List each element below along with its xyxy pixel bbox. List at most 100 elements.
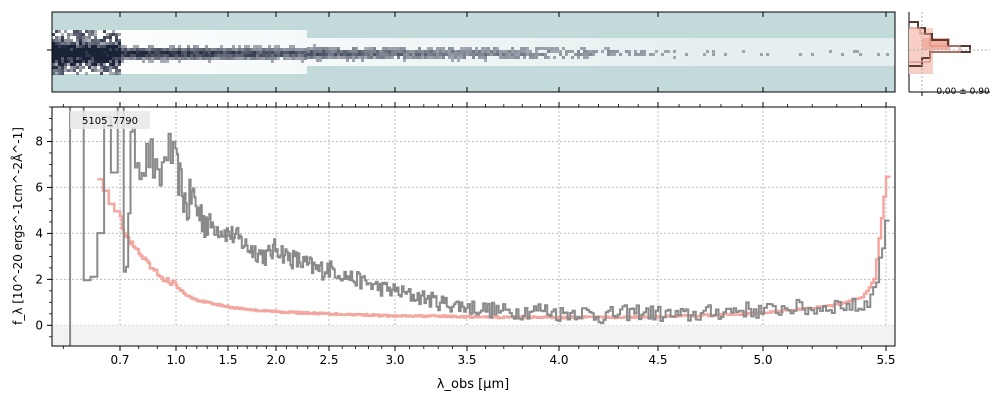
trace-pixel bbox=[208, 51, 211, 54]
trace-bg-cell bbox=[889, 38, 892, 66]
trace-pixel bbox=[118, 63, 121, 66]
trace-bg-cell bbox=[736, 38, 739, 66]
trace-bg-cell bbox=[880, 38, 883, 66]
trace-bg-cell bbox=[811, 38, 814, 66]
y-axis: 0 2 4 6 8 bbox=[35, 106, 52, 338]
trace-pixel bbox=[472, 56, 475, 59]
trace-pixel bbox=[724, 53, 727, 56]
trace-pixel bbox=[403, 53, 406, 56]
trace-pixel bbox=[190, 54, 193, 57]
trace-pixel bbox=[130, 48, 133, 51]
trace-pixel bbox=[274, 57, 277, 60]
trace-pixel bbox=[310, 53, 313, 56]
trace-pixel bbox=[115, 42, 118, 45]
trace-pixel bbox=[58, 45, 61, 48]
trace-pixel bbox=[643, 50, 646, 53]
trace-pixel bbox=[76, 36, 79, 39]
trace-pixel bbox=[58, 63, 61, 66]
trace-pixel bbox=[106, 66, 109, 69]
trace-pixel bbox=[163, 57, 166, 60]
trace-bg-cell bbox=[607, 38, 610, 66]
trace-pixel bbox=[100, 69, 103, 72]
trace-bg-cell bbox=[442, 38, 445, 66]
trace-pixel bbox=[109, 57, 112, 60]
trace-pixel bbox=[400, 53, 403, 56]
trace-pixel bbox=[430, 56, 433, 59]
trace-pixel bbox=[205, 48, 208, 51]
x-tick-label: 4.0 bbox=[549, 353, 568, 367]
trace-pixel bbox=[493, 50, 496, 53]
trace-pixel bbox=[253, 57, 256, 60]
trace-pixel bbox=[79, 30, 82, 33]
trace-pixel bbox=[553, 56, 556, 59]
trace-bg-cell bbox=[751, 38, 754, 66]
trace-pixel bbox=[178, 48, 181, 51]
trace-pixel bbox=[544, 53, 547, 56]
trace-bg-cell bbox=[643, 38, 646, 66]
trace-bg-cell bbox=[853, 38, 856, 66]
trace-pixel bbox=[373, 50, 376, 53]
trace-pixel bbox=[103, 48, 106, 51]
trace-pixel bbox=[496, 47, 499, 50]
trace-pixel bbox=[538, 53, 541, 56]
trace-bg-cell bbox=[778, 38, 781, 66]
trace-bg-cell bbox=[622, 38, 625, 66]
trace-pixel bbox=[103, 42, 106, 45]
trace-pixel bbox=[124, 51, 127, 54]
trace-pixel bbox=[316, 53, 319, 56]
trace-pixel bbox=[337, 53, 340, 56]
trace-pixel bbox=[142, 51, 145, 54]
trace-pixel bbox=[274, 45, 277, 48]
trace-pixel bbox=[67, 39, 70, 42]
trace-pixel bbox=[442, 47, 445, 50]
trace-pixel bbox=[94, 51, 97, 54]
trace-pixel bbox=[589, 50, 592, 53]
trace-bg-cell bbox=[682, 38, 685, 66]
trace-pixel bbox=[286, 57, 289, 60]
trace-bg-cell bbox=[511, 38, 514, 66]
trace-pixel bbox=[91, 69, 94, 72]
trace-pixel bbox=[640, 53, 643, 56]
trace-bg-cell bbox=[667, 38, 670, 66]
trace-pixel bbox=[457, 53, 460, 56]
trace-pixel bbox=[196, 57, 199, 60]
trace-pixel bbox=[178, 54, 181, 57]
trace-bg-cell bbox=[865, 38, 868, 66]
trace-bg-cell bbox=[610, 38, 613, 66]
x-tick-label: 1.5 bbox=[218, 353, 237, 367]
trace-pixel bbox=[376, 53, 379, 56]
trace-pixel bbox=[514, 56, 517, 59]
trace-pixel bbox=[94, 57, 97, 60]
trace-pixel bbox=[118, 60, 121, 63]
trace-pixel bbox=[367, 47, 370, 50]
trace-pixel bbox=[91, 57, 94, 60]
trace-pixel bbox=[409, 53, 412, 56]
trace-pixel bbox=[91, 39, 94, 42]
trace-pixel bbox=[571, 56, 574, 59]
trace-pixel bbox=[64, 42, 67, 45]
trace-pixel bbox=[73, 60, 76, 63]
trace-pixel bbox=[421, 50, 424, 53]
trace-pixel bbox=[298, 57, 301, 60]
trace-pixel bbox=[304, 57, 307, 60]
trace-pixel bbox=[115, 63, 118, 66]
trace-pixel bbox=[109, 36, 112, 39]
trace-pixel bbox=[316, 59, 319, 62]
trace-pixel bbox=[475, 50, 478, 53]
trace-pixel bbox=[580, 47, 583, 50]
trace-pixel bbox=[358, 50, 361, 53]
trace-pixel bbox=[289, 54, 292, 57]
trace-pixel bbox=[55, 45, 58, 48]
trace-pixel bbox=[85, 45, 88, 48]
trace-bg-cell bbox=[634, 38, 637, 66]
trace-pixel bbox=[520, 50, 523, 53]
trace-pixel bbox=[289, 51, 292, 54]
trace-pixel bbox=[451, 53, 454, 56]
trace-pixel bbox=[58, 69, 61, 72]
trace-pixel bbox=[352, 56, 355, 59]
trace-pixel bbox=[382, 47, 385, 50]
trace-pixel bbox=[85, 63, 88, 66]
trace-pixel bbox=[70, 60, 73, 63]
trace-pixel bbox=[196, 54, 199, 57]
trace-pixel bbox=[187, 48, 190, 51]
